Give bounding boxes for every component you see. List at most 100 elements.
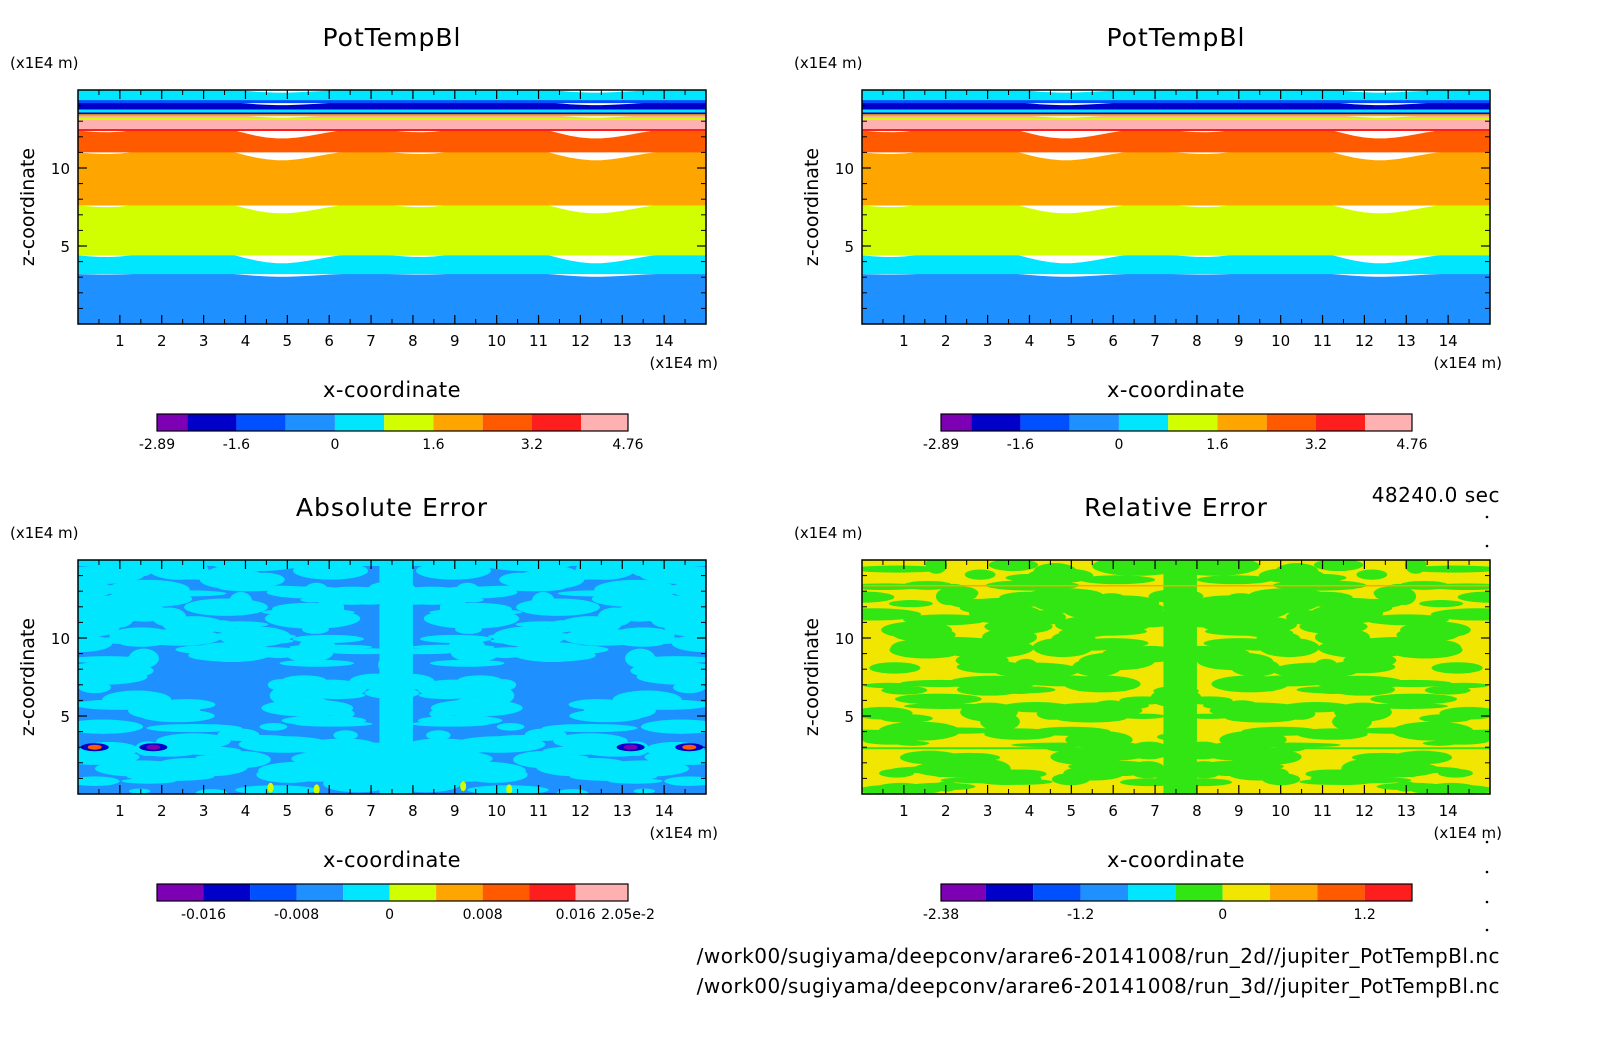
contour-patch [1027, 568, 1094, 583]
x-axis-label: x-coordinate [1107, 848, 1245, 872]
contour-patch [311, 738, 374, 749]
colorbar-swatch [1127, 884, 1176, 901]
contour-patch [1430, 608, 1490, 621]
contour-patch [151, 607, 187, 627]
contour-patch [612, 690, 682, 710]
contour-patch [1319, 776, 1412, 784]
contour-patch [455, 624, 483, 634]
x-tick-label: 5 [283, 332, 293, 350]
contour-patch [862, 747, 1490, 750]
contour-patch [1329, 660, 1396, 674]
colorbar-swatch [1217, 414, 1267, 431]
contour-patch [420, 634, 492, 644]
contour-patch [971, 680, 1007, 689]
colorbar-swatch [1315, 414, 1366, 431]
x-axis-label: x-coordinate [323, 378, 461, 402]
contour-patch [78, 749, 140, 765]
x-tick-label: 12 [1355, 802, 1374, 820]
contour-patch [379, 560, 413, 794]
colorbar-swatch [250, 884, 297, 901]
contour-patch [862, 583, 924, 590]
colorbar-swatch [575, 884, 628, 901]
contour-patch [340, 765, 393, 784]
contour-patch [862, 608, 922, 621]
contour-patch [1419, 600, 1464, 608]
contour-band [862, 109, 1490, 113]
contour-patch [1050, 748, 1123, 766]
contour-patch [418, 691, 475, 700]
y-tick-label: 10 [51, 160, 70, 178]
contour-patch [542, 746, 613, 755]
x-tick-label: 4 [1025, 332, 1035, 350]
colorbar-swatch [433, 414, 483, 431]
contour-patch [490, 638, 541, 644]
contour-patch [78, 597, 129, 603]
colorbar-swatch [389, 884, 437, 901]
contour-patch [557, 590, 645, 597]
contour-band [78, 122, 706, 153]
contour-patch [889, 641, 965, 659]
contour-patch [496, 722, 525, 731]
plot-area [78, 90, 706, 324]
colorbar-swatch [1365, 414, 1412, 431]
contour-patch [1032, 726, 1111, 736]
contour-patch [477, 647, 546, 658]
colorbar-swatch [941, 884, 986, 901]
contour-patch [980, 712, 1020, 731]
colorbar-swatch [581, 414, 628, 431]
colorbar-label: -2.89 [923, 437, 959, 453]
contour-patch [903, 614, 988, 626]
contour-band [78, 271, 706, 324]
colorbar-label: 0 [330, 437, 339, 453]
contour-patch [1017, 678, 1100, 686]
contour-patch [461, 609, 486, 628]
contour-patch [266, 586, 351, 599]
colorbar-label: 4.76 [612, 437, 643, 453]
file-path-run-2d: /work00/sugiyama/deepconv/arare6-2014100… [696, 944, 1500, 968]
contour-band [862, 112, 1490, 131]
contour-patch [313, 784, 320, 794]
contour-patch [156, 733, 231, 750]
contour-patch [669, 582, 706, 597]
contour-band [78, 109, 706, 113]
colorbar-frame [156, 413, 629, 432]
colorbar-swatch [285, 414, 335, 431]
contour-patch [259, 722, 288, 731]
contour-patch [649, 669, 706, 680]
x-tick-label: 14 [1439, 332, 1458, 350]
colorbar-frame [156, 883, 629, 902]
contour-patch [333, 730, 358, 741]
x-tick-label: 11 [1313, 802, 1332, 820]
contour-patch [1376, 782, 1445, 791]
contour-band [862, 247, 1490, 275]
x-tick-label: 9 [450, 802, 460, 820]
contour-band [862, 197, 1490, 256]
x-tick-label: 2 [941, 332, 951, 350]
contour-patch [499, 572, 540, 587]
colorbar-label: 4.76 [1396, 437, 1427, 453]
contour-patch [87, 744, 102, 750]
contour-patch [1137, 607, 1165, 620]
x-tick-label: 12 [1355, 332, 1374, 350]
x-tick-label: 7 [1150, 802, 1160, 820]
contour-patch [639, 565, 706, 585]
contour-patch [1227, 765, 1289, 781]
contour-band [78, 112, 706, 131]
x-tick-label: 12 [571, 802, 590, 820]
contour-patch [506, 784, 513, 794]
contour-patch [1345, 680, 1381, 689]
contour-patch [289, 675, 314, 693]
contour-patch [968, 602, 1007, 622]
x-tick-label: 7 [1150, 332, 1160, 350]
contour-patch [1428, 583, 1490, 590]
contour-patch [1384, 583, 1412, 601]
contour-patch [195, 754, 268, 761]
contour-patch [1092, 560, 1183, 576]
contour-patch [126, 610, 165, 616]
colorbar-swatch [1364, 884, 1412, 901]
contour-patch [146, 723, 242, 733]
contour-band [78, 247, 706, 275]
contour-patch [516, 754, 589, 761]
contour-patch [619, 610, 658, 616]
